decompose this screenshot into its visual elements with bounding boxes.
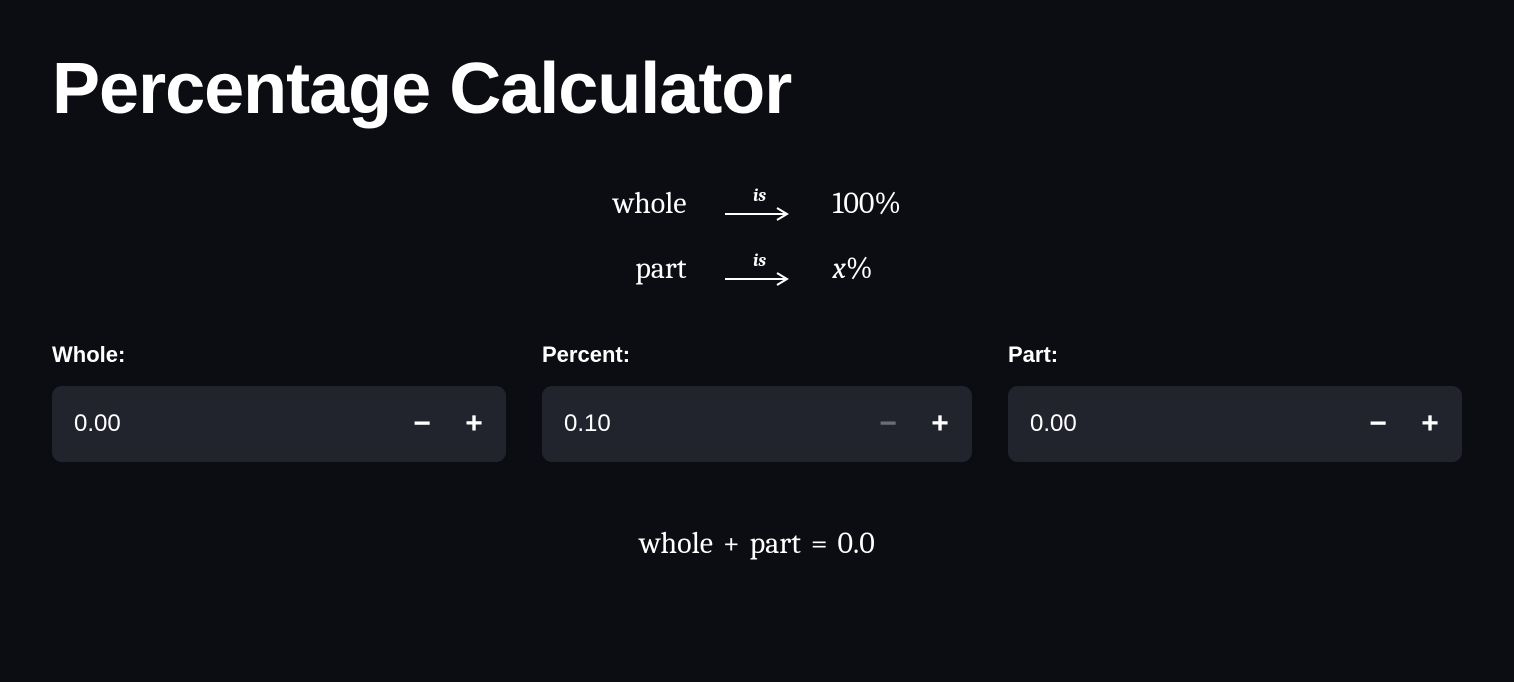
- right-arrow-icon: [725, 272, 795, 286]
- equation-equals: =: [801, 526, 838, 561]
- percent-label: Percent:: [542, 342, 972, 368]
- whole-field: Whole: − +: [52, 342, 506, 462]
- arrow-icon: is: [715, 252, 805, 286]
- equation-whole: whole: [639, 526, 713, 561]
- result-equation: whole + part = 0.0: [52, 526, 1462, 561]
- inputs-row: Whole: − + Percent: − + Part: − +: [52, 342, 1462, 462]
- whole-input[interactable]: [74, 410, 408, 438]
- diagram-arrow1-label: is: [753, 187, 766, 205]
- part-field: Part: − +: [1008, 342, 1462, 462]
- equation-result: 0.0: [838, 526, 875, 561]
- page-title: Percentage Calculator: [52, 48, 1462, 130]
- right-arrow-icon: [725, 207, 795, 221]
- percent-input[interactable]: [564, 410, 874, 438]
- percent-stepper: − +: [542, 386, 972, 462]
- percent-decrement-button[interactable]: −: [874, 410, 902, 438]
- part-increment-button[interactable]: +: [1416, 410, 1444, 438]
- diagram-100pct-label: 100%: [833, 186, 902, 221]
- diagram-xpct-label: x%: [833, 251, 902, 286]
- diagram-whole-label: whole: [613, 186, 687, 221]
- equation-plus: +: [713, 526, 750, 561]
- relationship-diagram: whole is 100% part is x%: [52, 186, 1462, 286]
- whole-decrement-button[interactable]: −: [408, 410, 436, 438]
- part-stepper: − +: [1008, 386, 1462, 462]
- whole-increment-button[interactable]: +: [460, 410, 488, 438]
- whole-stepper: − +: [52, 386, 506, 462]
- diagram-part-label: part: [613, 251, 687, 286]
- part-input[interactable]: [1030, 410, 1364, 438]
- percent-field: Percent: − +: [542, 342, 972, 462]
- diagram-pct-sign: %: [846, 251, 873, 286]
- equation-part: part: [750, 526, 801, 561]
- part-label: Part:: [1008, 342, 1462, 368]
- diagram-x-var: x: [833, 251, 846, 286]
- part-decrement-button[interactable]: −: [1364, 410, 1392, 438]
- arrow-icon: is: [715, 187, 805, 221]
- diagram-arrow2-label: is: [753, 252, 766, 270]
- percent-increment-button[interactable]: +: [926, 410, 954, 438]
- whole-label: Whole:: [52, 342, 506, 368]
